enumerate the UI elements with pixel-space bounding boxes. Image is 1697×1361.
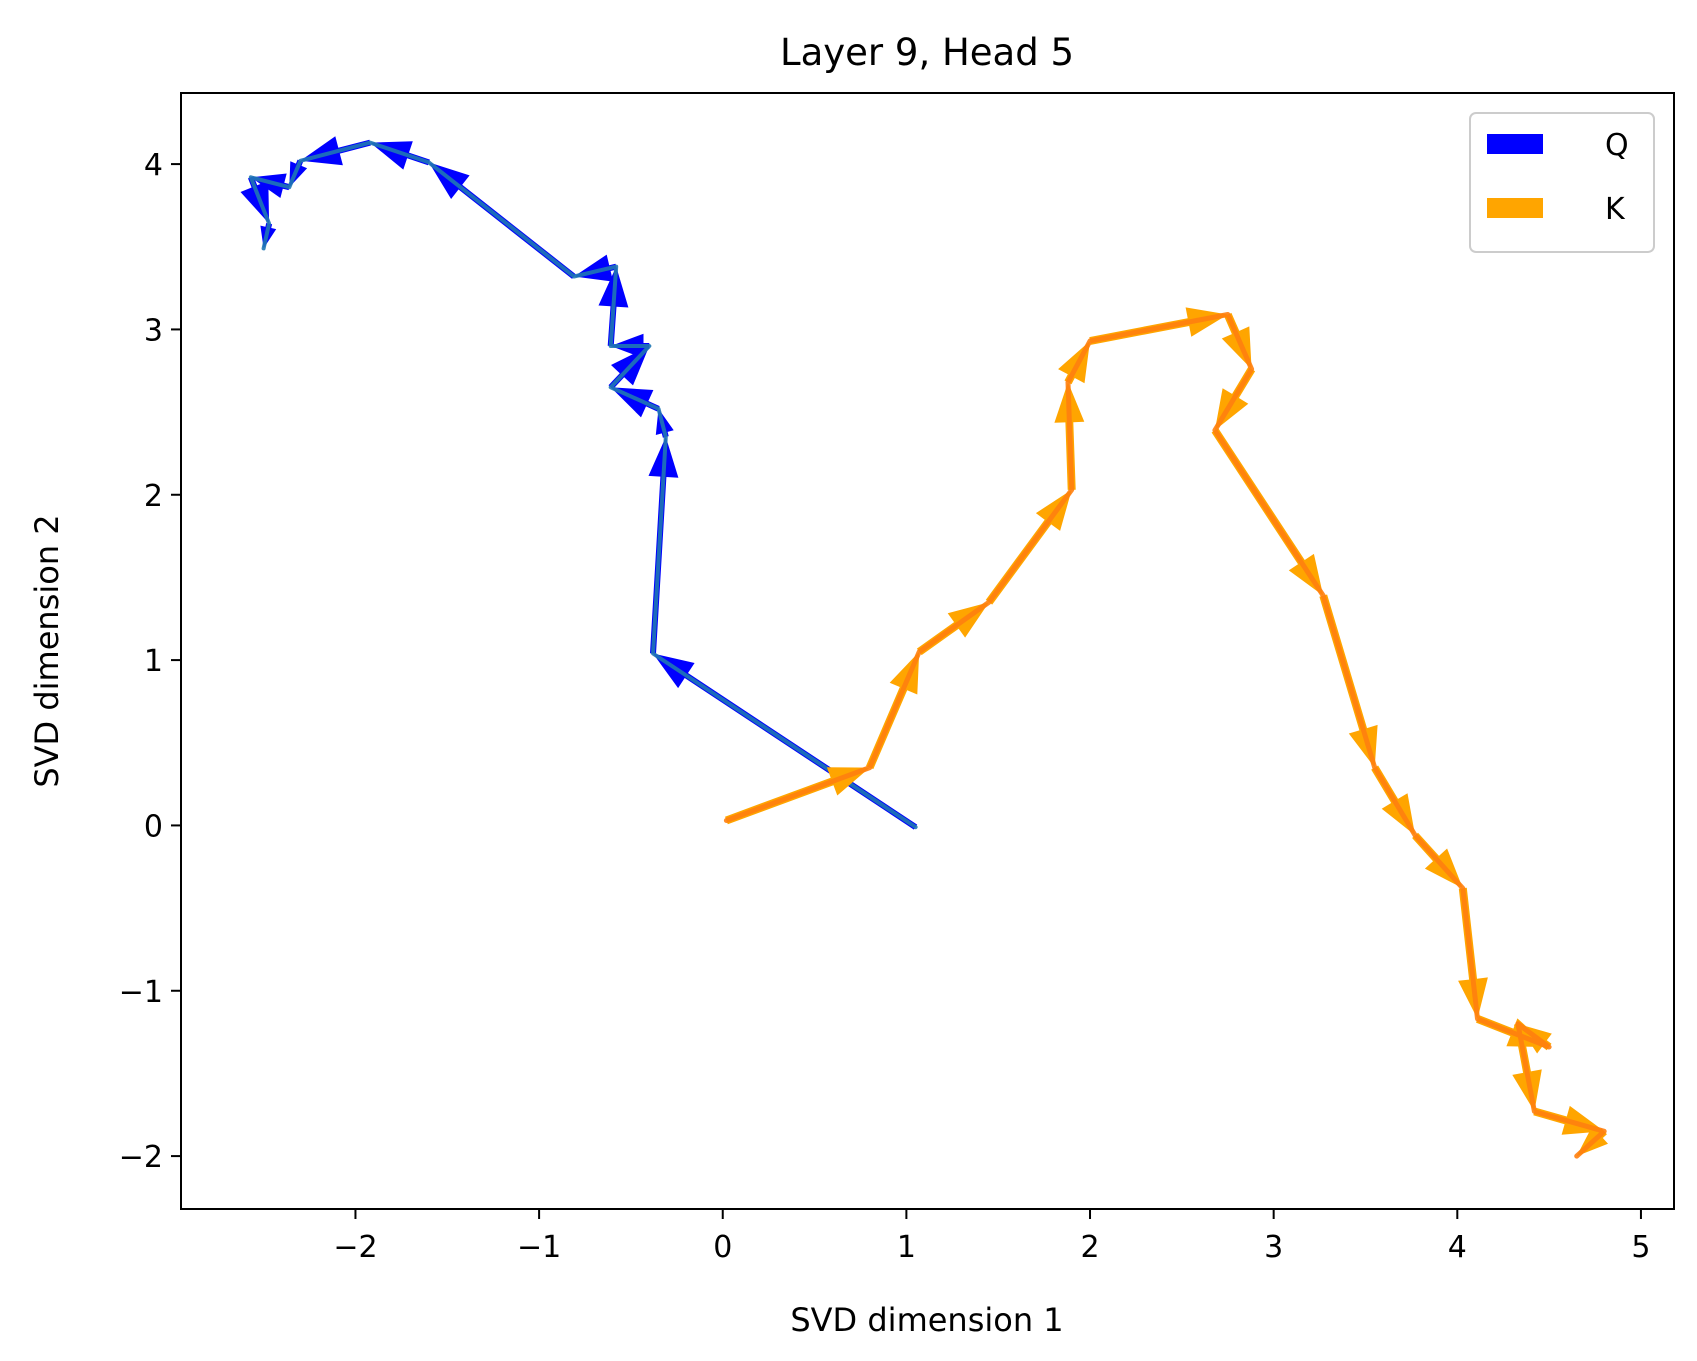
chart-title: Layer 9, Head 5 bbox=[780, 31, 1074, 74]
legend-label-k: K bbox=[1605, 192, 1626, 227]
legend-swatch-q bbox=[1487, 134, 1543, 154]
x-axis-ticks: −2 −1 0 1 2 3 4 5 bbox=[333, 1209, 1650, 1265]
legend-label-q: Q bbox=[1605, 128, 1629, 163]
x-tick-label: 2 bbox=[1080, 1230, 1099, 1265]
y-axis-title: SVD dimension 2 bbox=[28, 514, 66, 787]
x-tick-label: 5 bbox=[1631, 1230, 1650, 1265]
x-tick-label: 1 bbox=[897, 1230, 916, 1265]
x-tick-label: 3 bbox=[1264, 1230, 1283, 1265]
x-tick-label: −1 bbox=[517, 1230, 561, 1265]
legend: Q K bbox=[1469, 112, 1655, 253]
k-trajectory-line bbox=[723, 312, 1607, 1159]
plot-area-background bbox=[181, 93, 1674, 1209]
q-arrow bbox=[240, 176, 270, 224]
y-tick-label: 0 bbox=[144, 809, 163, 844]
y-tick-label: 1 bbox=[144, 644, 163, 679]
q-trajectory-line bbox=[248, 140, 918, 830]
x-tick-label: 0 bbox=[713, 1230, 732, 1265]
x-tick-label: 4 bbox=[1448, 1230, 1467, 1265]
y-tick-label: −2 bbox=[119, 1140, 163, 1175]
legend-swatch-k bbox=[1487, 198, 1543, 218]
plot-frame bbox=[180, 92, 1675, 1210]
y-tick-label: 4 bbox=[144, 148, 163, 183]
x-axis-title: SVD dimension 1 bbox=[790, 1301, 1063, 1339]
y-tick-label: 2 bbox=[144, 479, 163, 514]
y-tick-label: 3 bbox=[144, 313, 163, 348]
y-axis-ticks: −2 −1 0 1 2 3 4 bbox=[119, 148, 181, 1175]
series-layer bbox=[240, 136, 1608, 1159]
x-tick-label: −2 bbox=[333, 1230, 377, 1265]
series-k bbox=[723, 307, 1608, 1159]
y-tick-label: −1 bbox=[119, 975, 163, 1010]
series-q bbox=[240, 136, 918, 830]
